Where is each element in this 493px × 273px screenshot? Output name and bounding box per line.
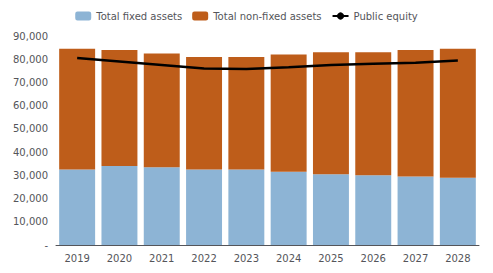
svg-text:Total fixed assets: Total fixed assets	[95, 11, 182, 22]
svg-text:2022: 2022	[191, 253, 216, 264]
svg-text:Public equity: Public equity	[354, 11, 418, 22]
svg-text:2023: 2023	[234, 253, 259, 264]
svg-text:50,000: 50,000	[13, 123, 48, 134]
svg-text:30,000: 30,000	[13, 170, 48, 181]
svg-text:20,000: 20,000	[13, 193, 48, 204]
svg-text:Total non-fixed assets: Total non-fixed assets	[212, 11, 321, 22]
svg-text:60,000: 60,000	[13, 100, 48, 111]
svg-text:2019: 2019	[64, 253, 89, 264]
svg-text:2027: 2027	[403, 253, 428, 264]
svg-text:2028: 2028	[445, 253, 470, 264]
svg-text:2024: 2024	[276, 253, 301, 264]
svg-text:40,000: 40,000	[13, 147, 48, 158]
svg-text:2025: 2025	[318, 253, 343, 264]
svg-text:10,000: 10,000	[13, 216, 48, 227]
svg-text:70,000: 70,000	[13, 77, 48, 88]
svg-text:2021: 2021	[149, 253, 174, 264]
svg-text:80,000: 80,000	[13, 54, 48, 65]
svg-text:2026: 2026	[361, 253, 386, 264]
svg-text:90,000: 90,000	[13, 31, 48, 42]
svg-text:-: -	[44, 240, 48, 251]
svg-text:2020: 2020	[107, 253, 132, 264]
